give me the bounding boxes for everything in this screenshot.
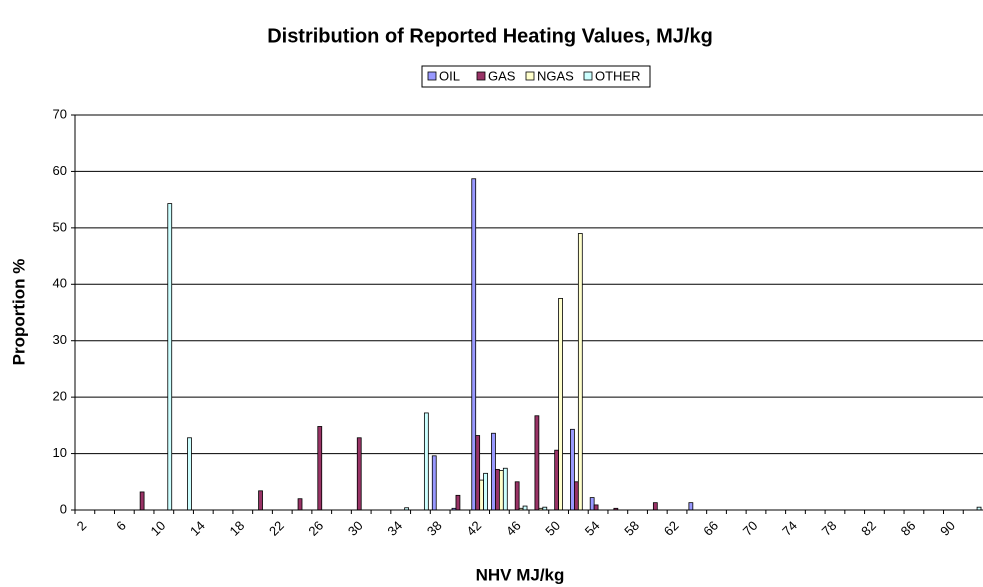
bar [317,426,323,511]
bar [502,467,508,511]
bar [479,479,484,511]
x-axis-title: NHV MJ/kg [476,565,565,584]
bar [258,490,263,511]
x-tick-label: 90 [937,518,958,539]
legend-swatch [427,71,437,81]
legend-box [421,65,651,88]
bar [471,178,477,511]
x-tick-label: 74 [779,518,800,539]
x-tick-label: 78 [819,518,840,539]
legend-swatch [583,71,593,81]
bar [356,437,362,511]
x-tick-label: 6 [113,518,129,534]
legend-label: OIL [439,68,460,83]
legend-label: OTHER [595,68,641,83]
bar [589,497,595,511]
bar [498,470,504,511]
y-tick-label: 40 [53,276,67,291]
x-tick-label: 22 [266,518,287,539]
bar [423,412,429,511]
bar [139,491,145,511]
bar [574,481,579,511]
x-tick-label: 26 [305,518,326,539]
bar [534,415,540,511]
bar [483,472,488,511]
y-tick-label: 10 [53,445,67,460]
x-tick-label: 54 [582,518,603,539]
y-tick-label: 20 [53,389,67,404]
x-tick-label: 66 [700,518,721,539]
x-tick-label: 38 [424,518,445,539]
x-tick-label: 70 [740,518,761,539]
x-tick-label: 14 [187,518,208,539]
bar [522,505,528,511]
x-tick-label: 10 [148,518,169,539]
bar [431,455,437,511]
bar [688,502,694,511]
bar [593,504,599,511]
bar [570,428,575,511]
bar [652,502,658,511]
bar [558,297,563,511]
x-tick-label: 50 [542,518,563,539]
x-tick-label: 86 [898,518,919,539]
legend-label: GAS [488,68,516,83]
bar [514,481,520,511]
y-axis-title: Proportion % [9,259,28,366]
bar [554,449,560,511]
bar [495,468,500,511]
x-tick-label: 58 [621,518,642,539]
legend-swatch [525,71,535,81]
x-tick-label: 42 [463,518,484,539]
bar [475,435,481,511]
legend-swatch [476,71,486,81]
bar [297,498,303,511]
x-tick-label: 2 [74,518,90,534]
x-tick-label: 30 [345,518,366,539]
x-tick-label: 18 [226,518,247,539]
y-tick-label: 60 [53,163,67,178]
bar [187,437,192,511]
x-tick-label: 34 [384,518,405,539]
y-tick-label: 50 [53,219,67,234]
x-tick-label: 62 [661,518,682,539]
bar [577,233,583,511]
y-tick-label: 30 [53,332,67,347]
y-tick-label: 70 [53,106,67,121]
y-tick-label: 0 [60,501,67,516]
bar [167,203,173,511]
bar [455,494,461,511]
x-tick-label: 46 [503,518,524,539]
x-tick-label: 82 [858,518,879,539]
bar [491,432,496,511]
legend-label: NGAS [537,68,574,83]
chart-title: Distribution of Reported Heating Values,… [267,25,713,47]
